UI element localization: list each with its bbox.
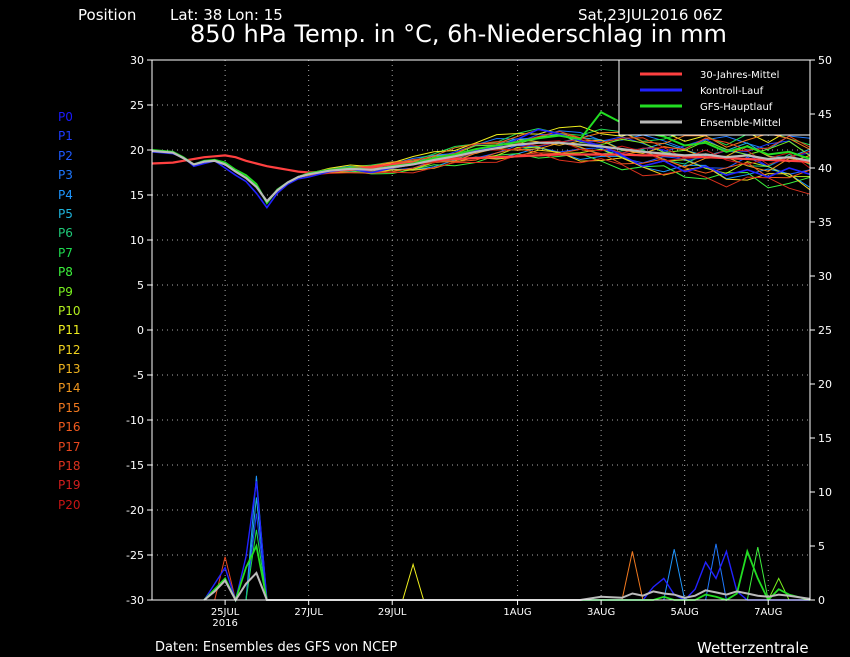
y-right-tick-label: 5 [818,540,825,553]
y-left-tick-label: -20 [126,504,144,517]
legend-entry: Ensemble-Mittel [700,118,781,129]
member-label: P15 [58,400,81,415]
y-left-tick-label: -25 [126,549,144,562]
run-time: Sat,23JUL2016 06Z [578,6,723,24]
member-label: P7 [58,245,73,260]
y-right-tick-label: 10 [818,486,832,499]
member-label: P16 [58,420,81,435]
member-precip-peak [746,547,769,601]
y-left-tick-label: -15 [126,459,144,472]
member-label: P17 [58,439,81,454]
grid-lines [152,60,810,600]
legend-entry: 30-Jahres-Mittel [700,70,779,81]
member-label: P6 [58,226,73,241]
member-temp-line [151,125,811,203]
position-label: Position [78,6,137,24]
member-label: P14 [58,381,81,396]
member-label: P2 [58,148,73,163]
precip-series [203,475,811,603]
member-label: P10 [58,303,81,318]
member-label: P9 [58,284,73,299]
y-right-tick-label: 0 [818,594,825,607]
member-precip-peak [705,543,727,601]
y-right-tick-label: 20 [818,378,832,391]
member-precip-peak [245,529,268,601]
member-label: P19 [58,478,81,493]
legend-entry: Kontroll-Lauf [700,86,764,97]
y-left-tick-label: -10 [126,414,144,427]
member-label: P5 [58,206,73,221]
temp-series [151,110,811,209]
mean-precip-line [203,571,811,602]
y-right-tick-label: 45 [818,108,832,121]
y-right-tick-label: 25 [818,324,832,337]
x-tick-label: 7AUG [754,607,782,618]
y-left-tick-label: -5 [133,369,144,382]
y-right-tick-label: 30 [818,270,832,283]
member-label: P12 [58,342,81,357]
member-label: P13 [58,362,81,377]
legend-entry: GFS-Hauptlauf [700,102,773,113]
chart-title: 850 hPa Temp. in °C, 6h-Niederschlag in … [190,20,727,48]
member-precip-peak [402,562,425,601]
ensemble-mean-line [151,141,811,204]
legend: 30-Jahres-Mittel Kontroll-Lauf GFS-Hauptla… [618,59,811,136]
y-axis-left: 30 25 20 15 10 5 0 -5 -10 -15 -20 -25 -30 [126,54,152,607]
y-right-tick-label: 35 [818,216,832,229]
x-tick-label: 25JUL [211,607,240,618]
y-left-tick-label: 15 [130,189,144,202]
member-precip-peak [621,551,644,601]
member-temp-line [151,144,811,203]
y-left-tick-label: -30 [126,594,144,607]
member-label: P20 [58,497,81,512]
x-tick-label: 3AUG [587,607,615,618]
y-right-tick-label: 40 [818,162,832,175]
x-tick-label: 1AUG [503,607,531,618]
member-precip-peak [245,513,268,601]
operational-precip-line [203,543,811,603]
x-tick-label: 29JUL [378,607,407,618]
y-left-tick-label: 30 [130,54,144,67]
x-tick-sublabel: 2016 [212,618,237,629]
data-source: Daten: Ensembles des GFS von NCEP [155,640,398,655]
member-label: P1 [58,129,73,144]
y-left-tick-label: 0 [137,324,144,337]
member-label: P0 [58,110,73,124]
member-precip-peak [663,549,686,601]
member-label: P3 [58,168,73,183]
y-left-tick-label: 20 [130,144,144,157]
member-list: P0 P1 P2 P3 P4 P5 P6 P7 P8 P9 P10 P11 P12 P13 P14 P15 P1… [58,108,81,515]
member-label: P18 [58,459,81,474]
y-right-tick-label: 15 [818,432,832,445]
control-precip-line [203,481,810,603]
y-right-tick-label: 50 [818,54,832,67]
y-left-tick-label: 25 [130,99,144,112]
y-left-tick-label: 5 [137,279,144,292]
member-temp-line [151,130,811,203]
x-tick-label: 27JUL [294,607,323,618]
member-label: P4 [58,187,73,202]
y-left-tick-label: 10 [130,234,144,247]
x-tick-label: 5AUG [671,607,699,618]
member-label: P11 [58,323,81,338]
brand-label: Wetterzentrale [697,639,809,657]
member-label: P8 [58,265,73,280]
lat-lon-readout: Lat: 38 Lon: 15 [170,6,283,24]
